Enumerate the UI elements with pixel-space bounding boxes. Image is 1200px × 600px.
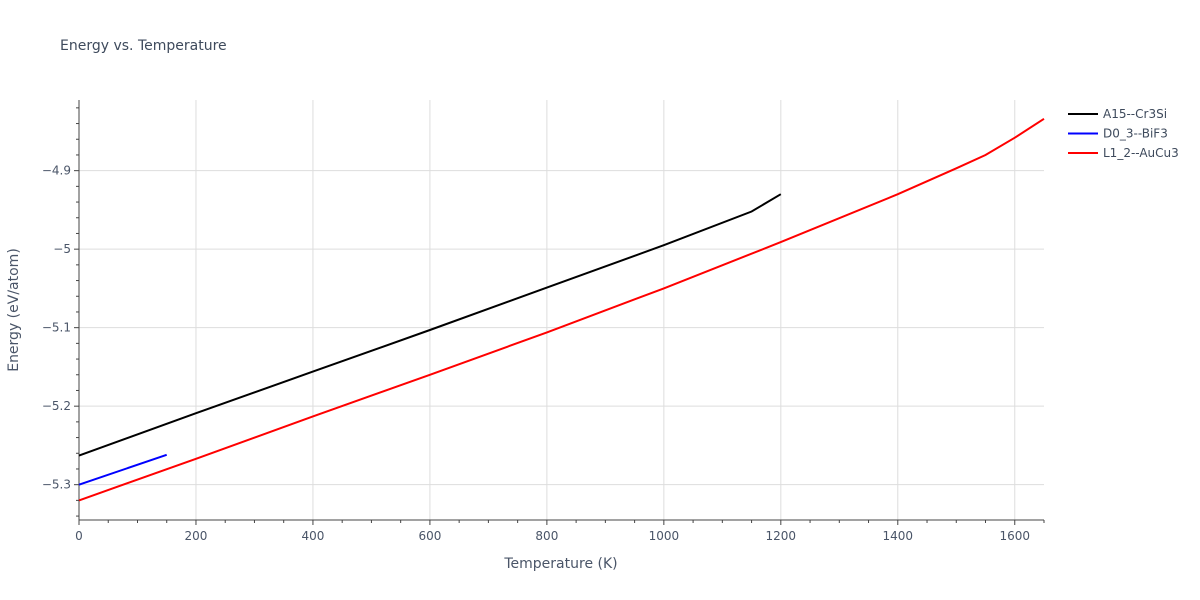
legend-item[interactable]: D0_3--BiF3 [1068, 127, 1168, 141]
legend-item[interactable]: A15--Cr3Si [1068, 107, 1167, 121]
legend-label: D0_3--BiF3 [1103, 127, 1168, 141]
x-tick-label: 0 [75, 529, 83, 543]
y-tick-label: −5.1 [42, 321, 71, 335]
x-tick-label: 400 [301, 529, 324, 543]
y-tick-label: −4.9 [42, 164, 71, 178]
x-tick-label: 1600 [999, 529, 1030, 543]
series-line-a15-cr3si[interactable] [78, 193, 782, 457]
x-axis-title: Temperature (K) [503, 556, 617, 572]
x-tick-label: 1200 [766, 529, 797, 543]
axes-layer: 0 200 400 600 800 1000 1200 1400 1600 −4.9 −5 −5.1 −… [42, 100, 1045, 543]
chart-title: Energy vs. Temperature [60, 38, 227, 54]
legend[interactable]: A15--Cr3Si D0_3--BiF3 L1_2--AuCu3 [1068, 107, 1179, 160]
y-tick-label: −5.2 [42, 399, 71, 413]
legend-item[interactable]: L1_2--AuCu3 [1068, 146, 1179, 160]
y-tick-label: −5.3 [42, 478, 71, 492]
y-axis-title: Energy (eV/atom) [6, 248, 22, 372]
x-tick-label: 1000 [649, 529, 680, 543]
legend-label: A15--Cr3Si [1103, 107, 1167, 121]
series-line-l1-2-aucu3[interactable] [78, 117, 1045, 502]
grid-layer [79, 100, 1044, 520]
series-layer [78, 117, 1045, 502]
x-tick-label: 800 [535, 529, 558, 543]
legend-label: L1_2--AuCu3 [1103, 146, 1179, 160]
x-tick-label: 600 [418, 529, 441, 543]
series-line-d0-3-bif3[interactable] [78, 453, 168, 486]
x-tick-label: 1400 [883, 529, 914, 543]
x-tick-label: 200 [185, 529, 208, 543]
y-tick-label: −5 [53, 242, 71, 256]
